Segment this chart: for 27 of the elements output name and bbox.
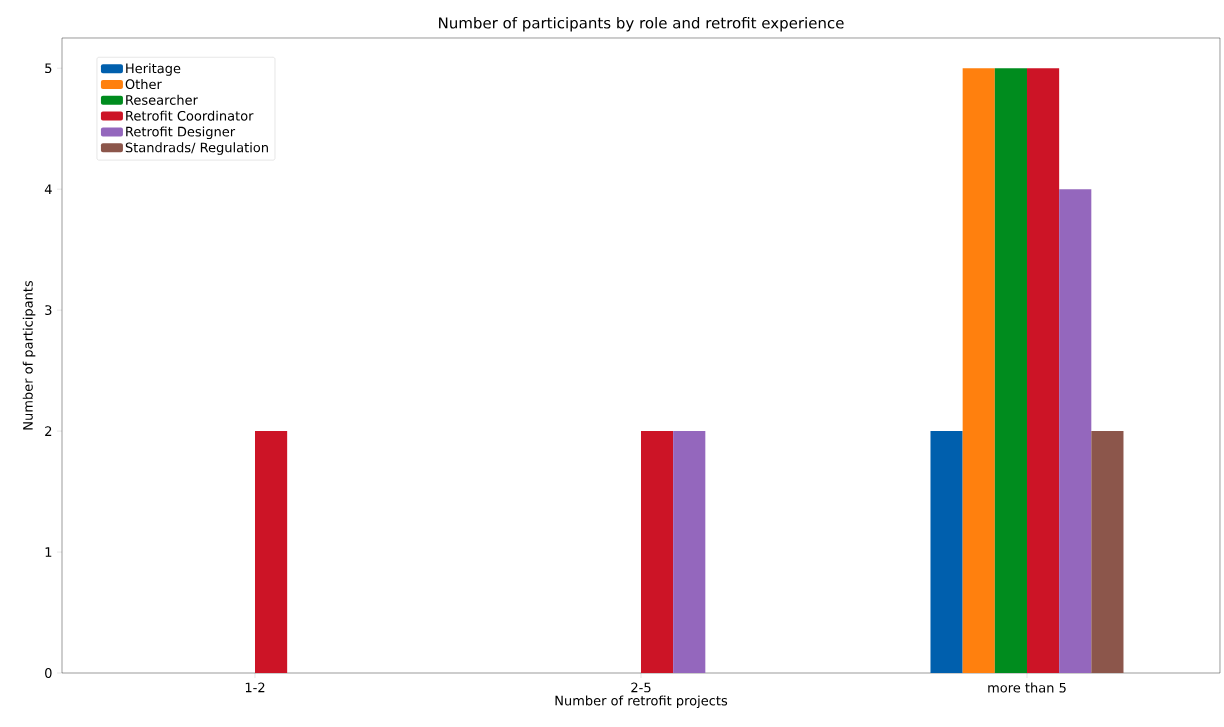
y-tick-label: 0: [45, 668, 52, 678]
bar: [1059, 189, 1092, 673]
y-axis-title: Number of participants: [22, 280, 36, 430]
bar: [930, 431, 963, 673]
legend-label: Other: [125, 79, 162, 90]
x-axis-title: Number of retrofit projects: [555, 695, 728, 709]
chart-title: Number of participants by role and retrofit experience: [439, 16, 844, 32]
bar: [994, 68, 1027, 673]
x-tick-label: more than 5: [988, 682, 1066, 693]
x-tick-label: 2-5: [631, 682, 651, 693]
y-tick-label: 1: [45, 547, 52, 557]
legend-label: Retrofit Coordinator: [126, 110, 254, 121]
legend-label: Researcher: [126, 94, 198, 105]
legend-label: Heritage: [126, 63, 181, 76]
bar: [1091, 431, 1124, 673]
x-tick-label: 1-2: [245, 682, 265, 693]
bar: [255, 431, 288, 673]
bar: [673, 431, 706, 673]
bar: [640, 431, 674, 673]
y-tick-label: 4: [44, 184, 52, 194]
y-tick-label: 5: [45, 63, 52, 74]
legend-label: Standrads/ Regulation: [125, 142, 268, 155]
legend-label: Retrofit Designer: [126, 126, 236, 140]
bar: [1026, 68, 1060, 673]
y-tick-label: 2: [45, 426, 52, 436]
bar: [962, 68, 995, 673]
y-tick-label: 3: [45, 305, 52, 316]
